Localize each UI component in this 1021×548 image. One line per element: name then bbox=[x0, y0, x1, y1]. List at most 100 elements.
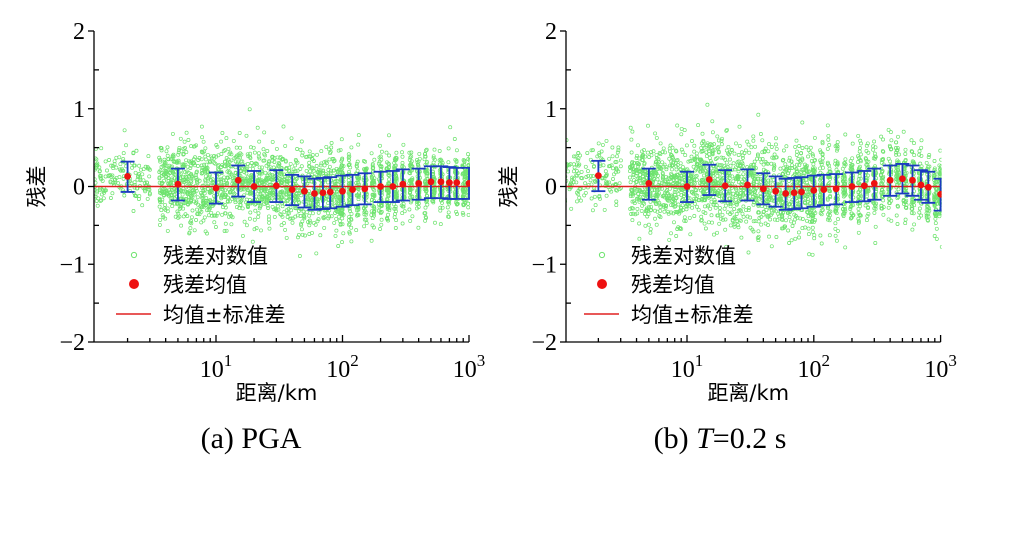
scatter-point bbox=[393, 209, 398, 214]
scatter-point bbox=[293, 182, 298, 186]
x-axis-title: 距离/km bbox=[236, 381, 318, 405]
scatter-point bbox=[597, 152, 602, 157]
scatter-point bbox=[661, 193, 666, 198]
scatter-point bbox=[736, 225, 741, 230]
scatter-point bbox=[752, 159, 757, 164]
scatter-point bbox=[356, 207, 361, 212]
axes bbox=[88, 30, 470, 343]
scatter-point bbox=[400, 204, 405, 209]
scatter-point bbox=[299, 223, 304, 228]
scatter-point bbox=[250, 166, 255, 171]
scatter-point bbox=[704, 154, 709, 159]
scatter-point bbox=[699, 214, 704, 219]
scatter-point bbox=[334, 179, 339, 183]
scatter-point bbox=[712, 200, 717, 205]
scatter-point bbox=[158, 188, 162, 193]
scatter-point bbox=[721, 217, 725, 222]
scatter-point bbox=[726, 151, 731, 156]
mean-point bbox=[124, 172, 131, 180]
scatter-point bbox=[446, 146, 451, 151]
scatter-point bbox=[336, 182, 341, 187]
scatter-point bbox=[199, 157, 204, 162]
mean-point bbox=[311, 190, 318, 197]
scatter-point bbox=[194, 143, 199, 148]
scatter-point bbox=[96, 196, 101, 201]
scatter-point bbox=[724, 128, 729, 133]
scatter-point bbox=[737, 194, 742, 199]
scatter-point bbox=[221, 191, 225, 196]
scatter-point bbox=[637, 162, 642, 167]
scatter-point bbox=[658, 141, 663, 146]
scatter-point bbox=[226, 170, 231, 175]
scatter-point bbox=[673, 148, 678, 153]
scatter-point bbox=[307, 223, 312, 228]
scatter-point bbox=[856, 220, 861, 225]
scatter-series bbox=[566, 102, 942, 257]
scatter-point bbox=[303, 233, 307, 238]
scatter-point bbox=[637, 199, 642, 204]
scatter-point bbox=[297, 254, 302, 258]
legend-label: 残差对数值 bbox=[163, 244, 268, 268]
scatter-point bbox=[393, 206, 398, 211]
scatter-point bbox=[371, 179, 375, 184]
scatter-point bbox=[262, 201, 267, 206]
scatter-point bbox=[112, 159, 117, 164]
scatter-point bbox=[804, 169, 809, 173]
scatter-point bbox=[387, 133, 391, 138]
scatter-point bbox=[385, 203, 390, 208]
scatter-point bbox=[177, 145, 182, 150]
scatter-point bbox=[372, 209, 377, 214]
scatter-point bbox=[756, 112, 761, 117]
scatter-point bbox=[856, 180, 860, 185]
mean-point bbox=[319, 189, 327, 197]
scatter-point bbox=[588, 157, 593, 162]
scatter-point bbox=[299, 193, 304, 198]
scatter-point bbox=[280, 204, 285, 209]
scatter-point bbox=[131, 209, 136, 213]
scatter-point bbox=[849, 167, 854, 172]
scatter-point bbox=[723, 217, 728, 222]
scatter-point bbox=[825, 123, 830, 128]
scatter-point bbox=[173, 214, 178, 219]
scatter-point bbox=[327, 157, 332, 162]
scatter-point bbox=[630, 199, 635, 204]
scatter-point bbox=[254, 226, 259, 231]
scatter-point bbox=[440, 205, 445, 210]
scatter-point bbox=[114, 175, 119, 180]
scatter-point bbox=[763, 146, 768, 151]
scatter-point bbox=[736, 153, 741, 157]
scatter-point bbox=[224, 228, 229, 233]
scatter-point bbox=[247, 216, 252, 221]
scatter-point bbox=[656, 164, 660, 169]
scatter-point bbox=[277, 162, 282, 167]
scatter-point bbox=[194, 201, 198, 206]
scatter-point bbox=[850, 203, 855, 208]
scatter-point bbox=[880, 149, 885, 154]
scatter-point bbox=[95, 203, 100, 208]
scatter-point bbox=[818, 233, 823, 238]
x-tick-label: 102 bbox=[326, 351, 359, 383]
scatter-point bbox=[169, 193, 174, 198]
scatter-point bbox=[856, 216, 861, 221]
scatter-point bbox=[362, 217, 367, 222]
scatter-point bbox=[850, 156, 855, 161]
scatter-point bbox=[769, 244, 774, 249]
scatter-point bbox=[176, 152, 181, 157]
scatter-point bbox=[264, 163, 269, 168]
scatter-point bbox=[781, 157, 786, 162]
scatter-point bbox=[670, 154, 675, 159]
scatter-point bbox=[802, 171, 807, 176]
scatter-point bbox=[103, 159, 108, 164]
scatter-point bbox=[284, 182, 289, 187]
scatter-point bbox=[607, 156, 612, 161]
scatter-point bbox=[323, 159, 328, 164]
scatter-point bbox=[728, 223, 733, 228]
scatter-point bbox=[741, 188, 746, 193]
scatter-point bbox=[216, 177, 221, 182]
scatter-point bbox=[336, 244, 341, 248]
scatter-point bbox=[722, 206, 727, 211]
scatter-point bbox=[175, 209, 180, 214]
scatter-point bbox=[826, 133, 831, 138]
scatter-point bbox=[160, 213, 165, 218]
scatter-point bbox=[699, 145, 704, 150]
